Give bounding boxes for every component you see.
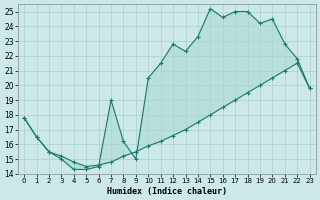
X-axis label: Humidex (Indice chaleur): Humidex (Indice chaleur): [107, 187, 227, 196]
Polygon shape: [24, 9, 310, 169]
